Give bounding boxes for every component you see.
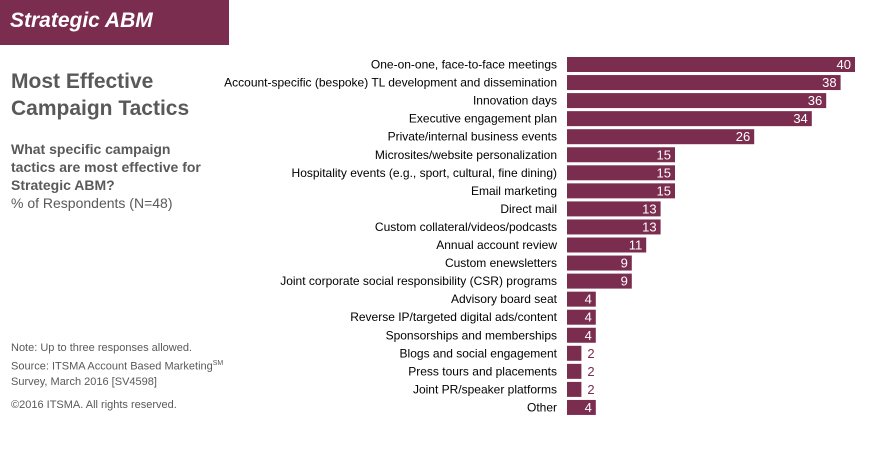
bar-1: [567, 75, 841, 91]
category-label-6: Hospitality events (e.g., sport, cultura…: [292, 166, 557, 180]
category-label-15: Sponsorships and memberships: [386, 328, 557, 342]
category-label-8: Direct mail: [500, 202, 557, 216]
footnotes: Note: Up to three responses allowed. Sou…: [11, 341, 223, 390]
category-label-11: Custom enewsletters: [445, 256, 557, 270]
bar-11: [567, 255, 632, 271]
category-label-9: Custom collateral/videos/podcasts: [375, 220, 557, 234]
service-mark: SM: [212, 360, 224, 367]
bar-10: [567, 237, 647, 253]
bar-12: [567, 273, 632, 289]
value-label-19: 4: [585, 400, 592, 415]
category-label-17: Press tours and placements: [408, 364, 557, 378]
value-label-15: 4: [585, 328, 592, 343]
category-label-14: Reverse IP/targeted digital ads/content: [350, 310, 557, 324]
value-label-4: 26: [736, 129, 750, 144]
category-label-5: Microsites/website personalization: [375, 148, 557, 162]
category-label-4: Private/internal business events: [388, 130, 557, 144]
category-label-3: Executive engagement plan: [409, 112, 557, 126]
bar-3: [567, 111, 812, 127]
value-label-3: 34: [793, 111, 807, 126]
bar-0: [567, 57, 855, 72]
value-label-6: 15: [657, 165, 671, 180]
category-label-19: Other: [527, 400, 557, 414]
category-label-16: Blogs and social engagement: [400, 346, 558, 360]
page-title-line1: Most Effective: [11, 70, 154, 93]
source-line1: Source: ITSMA Account Based MarketingSM: [11, 356, 223, 375]
value-label-5: 15: [657, 147, 671, 162]
value-label-7: 15: [657, 183, 671, 198]
category-label-12: Joint corporate social responsibility (C…: [280, 274, 557, 288]
value-label-17: 2: [587, 364, 594, 379]
bar-17: [567, 363, 582, 379]
note-text: Note: Up to three responses allowed.: [11, 342, 192, 354]
category-label-0: One-on-one, face-to-face meetings: [371, 58, 557, 72]
value-label-8: 13: [642, 201, 656, 216]
category-label-10: Annual account review: [436, 238, 557, 252]
category-label-13: Advisory board seat: [451, 292, 558, 306]
bar-15: [567, 327, 596, 343]
value-label-18: 2: [587, 382, 594, 397]
source-line2: Survey, March 2016 [SV4598]: [11, 375, 157, 388]
bar-2: [567, 93, 827, 109]
bar-8: [567, 201, 661, 217]
survey-question: What specific campaign tactics are most …: [11, 141, 201, 193]
value-label-11: 9: [621, 256, 628, 271]
value-label-1: 38: [822, 75, 836, 90]
value-label-10: 11: [629, 238, 643, 253]
copyright: ©2016 ITSMA. All rights reserved.: [11, 399, 177, 411]
bar-4: [567, 129, 755, 145]
value-label-14: 4: [585, 310, 592, 325]
category-label-7: Email marketing: [471, 184, 557, 198]
value-label-16: 2: [587, 346, 594, 361]
bar-16: [567, 345, 582, 361]
source-text: Source: ITSMA Account Based Marketing: [11, 360, 213, 373]
banner-title: Strategic ABM: [10, 9, 153, 32]
page-title-line2: Campaign Tactics: [11, 97, 190, 120]
bar-6: [567, 165, 675, 181]
bar-7: [567, 183, 675, 199]
value-label-2: 36: [808, 93, 822, 108]
category-label-1: Account-specific (bespoke) TL developmen…: [224, 76, 557, 90]
bar-13: [567, 291, 596, 307]
bar-9: [567, 219, 661, 235]
title-banner: Strategic ABM: [0, 0, 229, 45]
bar-18: [567, 381, 582, 397]
value-label-9: 13: [642, 219, 656, 234]
bar-5: [567, 147, 675, 163]
value-label-13: 4: [585, 292, 592, 307]
bar-14: [567, 309, 596, 325]
category-label-18: Joint PR/speaker platforms: [413, 382, 557, 396]
respondents-label: % of Respondents (N=48): [11, 195, 173, 211]
page-title: Most Effective Campaign Tactics: [11, 68, 211, 122]
bar-19: [567, 399, 596, 415]
value-label-0: 40: [837, 57, 851, 72]
value-label-12: 9: [621, 274, 628, 289]
left-panel: Most Effective Campaign Tactics What spe…: [11, 68, 211, 212]
category-label-2: Innovation days: [473, 94, 557, 108]
